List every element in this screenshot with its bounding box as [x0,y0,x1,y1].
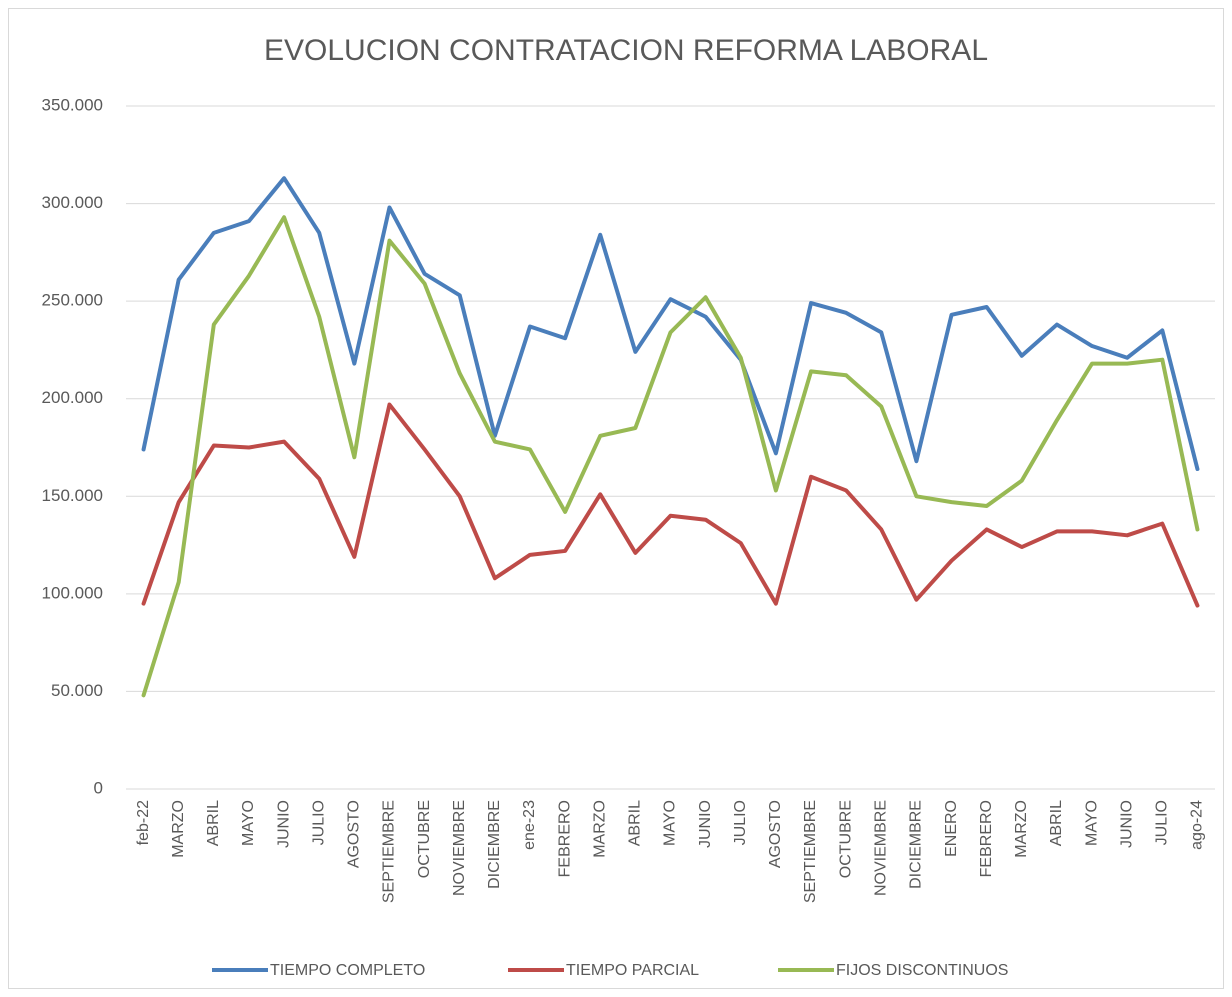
y-tick-label: 0 [94,778,103,797]
x-tick-label: FEBRERO [556,800,573,877]
chart-title: EVOLUCION CONTRATACION REFORMA LABORAL [264,34,988,67]
x-tick-label: JUNIO [697,800,714,848]
x-tick-label: JULIO [1154,800,1171,845]
chart-frame [8,8,1224,989]
y-tick-label: 150.000 [42,486,103,505]
series-line [141,402,1200,608]
x-tick-label: JUNIO [275,800,292,848]
x-tick-label: NOVIEMBRE [872,800,889,896]
x-tick-label: AGOSTO [346,800,363,868]
x-tick-label: OCTUBRE [837,800,854,878]
y-tick-label: 350.000 [42,95,103,114]
x-tick-label: ene-23 [521,800,538,850]
x-tick-label: SEPTIEMBRE [802,800,819,903]
x-tick-label: ago-24 [1189,800,1206,850]
x-tick-label: OCTUBRE [416,800,433,878]
x-tick-label: JUNIO [1118,800,1135,848]
legend-label: FIJOS DISCONTINUOS [836,962,1008,979]
x-tick-label: DICIEMBRE [908,800,925,889]
x-tick-label: ABRIL [1048,800,1065,846]
x-tick-label: NOVIEMBRE [451,800,468,896]
legend-label: TIEMPO PARCIAL [566,962,699,979]
y-tick-label: 300.000 [42,193,103,212]
series-line [141,176,1200,471]
x-tick-label: MAYO [240,800,257,846]
x-tick-label: MARZO [1013,800,1030,858]
x-tick-label: JULIO [732,800,749,845]
y-tick-label: 200.000 [42,388,103,407]
x-tick-label: DICIEMBRE [486,800,503,889]
x-tick-label: ENERO [943,800,960,857]
x-tick-label: MARZO [591,800,608,858]
y-tick-label: 250.000 [42,291,103,310]
x-tick-label: MARZO [170,800,187,858]
series-line [141,215,1200,698]
x-tick-label: FEBRERO [978,800,995,877]
legend-label: TIEMPO COMPLETO [270,962,425,979]
x-tick-label: feb-22 [135,800,152,845]
x-tick-label: SEPTIEMBRE [381,800,398,903]
y-tick-label: 100.000 [42,583,103,602]
x-tick-label: JULIO [310,800,327,845]
x-tick-label: MAYO [1083,800,1100,846]
y-tick-label: 50.000 [51,681,103,700]
x-tick-label: ABRIL [627,800,644,846]
x-tick-label: MAYO [662,800,679,846]
x-tick-label: AGOSTO [767,800,784,868]
x-tick-label: ABRIL [205,800,222,846]
